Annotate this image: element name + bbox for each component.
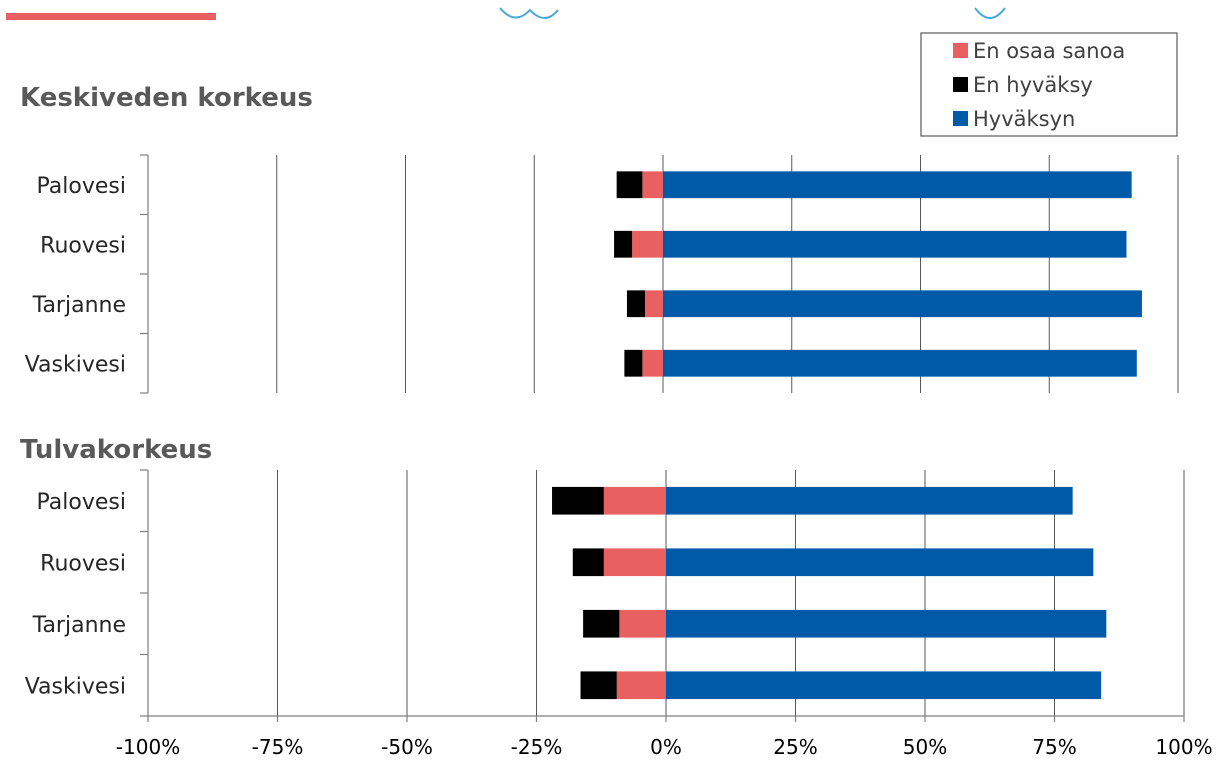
bar-segment (642, 171, 663, 199)
bar-segment (580, 671, 617, 700)
chart-panel-1: Keskiveden korkeus Palovesi Ruovesi Tarjann… (20, 83, 1179, 394)
category-label: Ruovesi (40, 233, 126, 258)
bar-segment (644, 290, 663, 318)
bar-segment (666, 486, 1073, 515)
bar-segment (666, 548, 1094, 577)
bar-segment (552, 486, 604, 515)
bar-segment (663, 230, 1127, 258)
bar-segment (626, 290, 645, 318)
legend-swatch (953, 77, 968, 92)
category-label: Ruovesi (40, 551, 126, 576)
bar-segment (572, 548, 604, 577)
tick-label: 50% (903, 735, 947, 759)
bar-segment (663, 349, 1137, 377)
tick-label: 25% (773, 735, 817, 759)
panel-title: Keskiveden korkeus (20, 83, 313, 113)
category-label: Vaskivesi (25, 352, 126, 377)
legend-swatch (953, 43, 968, 58)
legend-label: En hyväksy (973, 73, 1093, 97)
tick-label: 100% (1155, 735, 1212, 759)
bar-segment (603, 548, 666, 577)
chart-panel-2: Tulvakorkeus Palovesi Ruovesi Tarjanne Vaski… (20, 435, 1185, 717)
bar-segment (603, 486, 666, 515)
tick-label: -50% (381, 735, 433, 759)
accent-bar (6, 13, 216, 20)
panel-title: Tulvakorkeus (20, 435, 212, 465)
legend-swatch (953, 111, 968, 126)
bar-segment (614, 230, 633, 258)
bar-segment (632, 230, 663, 258)
tick-label: -100% (116, 735, 180, 759)
category-label: Tarjanne (32, 613, 126, 638)
bar-segment (666, 671, 1102, 700)
legend: En osaa sanoa En hyväksy Hyväksyn (920, 32, 1178, 137)
decor-arc-right (974, 7, 1006, 19)
tick-label: 75% (1032, 735, 1076, 759)
category-label: Palovesi (37, 174, 126, 199)
bar-segment (642, 349, 663, 377)
legend-label: En osaa sanoa (973, 39, 1125, 63)
bar-segment (666, 609, 1107, 638)
bar-segment (663, 290, 1142, 318)
tick-label: 0% (650, 735, 682, 759)
bar-segment (624, 349, 643, 377)
tick-label: -25% (511, 735, 563, 759)
category-label: Vaskivesi (25, 674, 126, 699)
tick-label: -75% (252, 735, 304, 759)
bar-segment (619, 609, 666, 638)
category-label: Palovesi (37, 490, 126, 515)
bar-segment (663, 171, 1132, 199)
bar-segment (616, 671, 666, 700)
category-label: Tarjanne (32, 293, 126, 318)
legend-label: Hyväksyn (973, 107, 1075, 131)
decor-arc-left (499, 7, 559, 19)
bar-segment (583, 609, 620, 638)
bar-segment (616, 171, 643, 199)
